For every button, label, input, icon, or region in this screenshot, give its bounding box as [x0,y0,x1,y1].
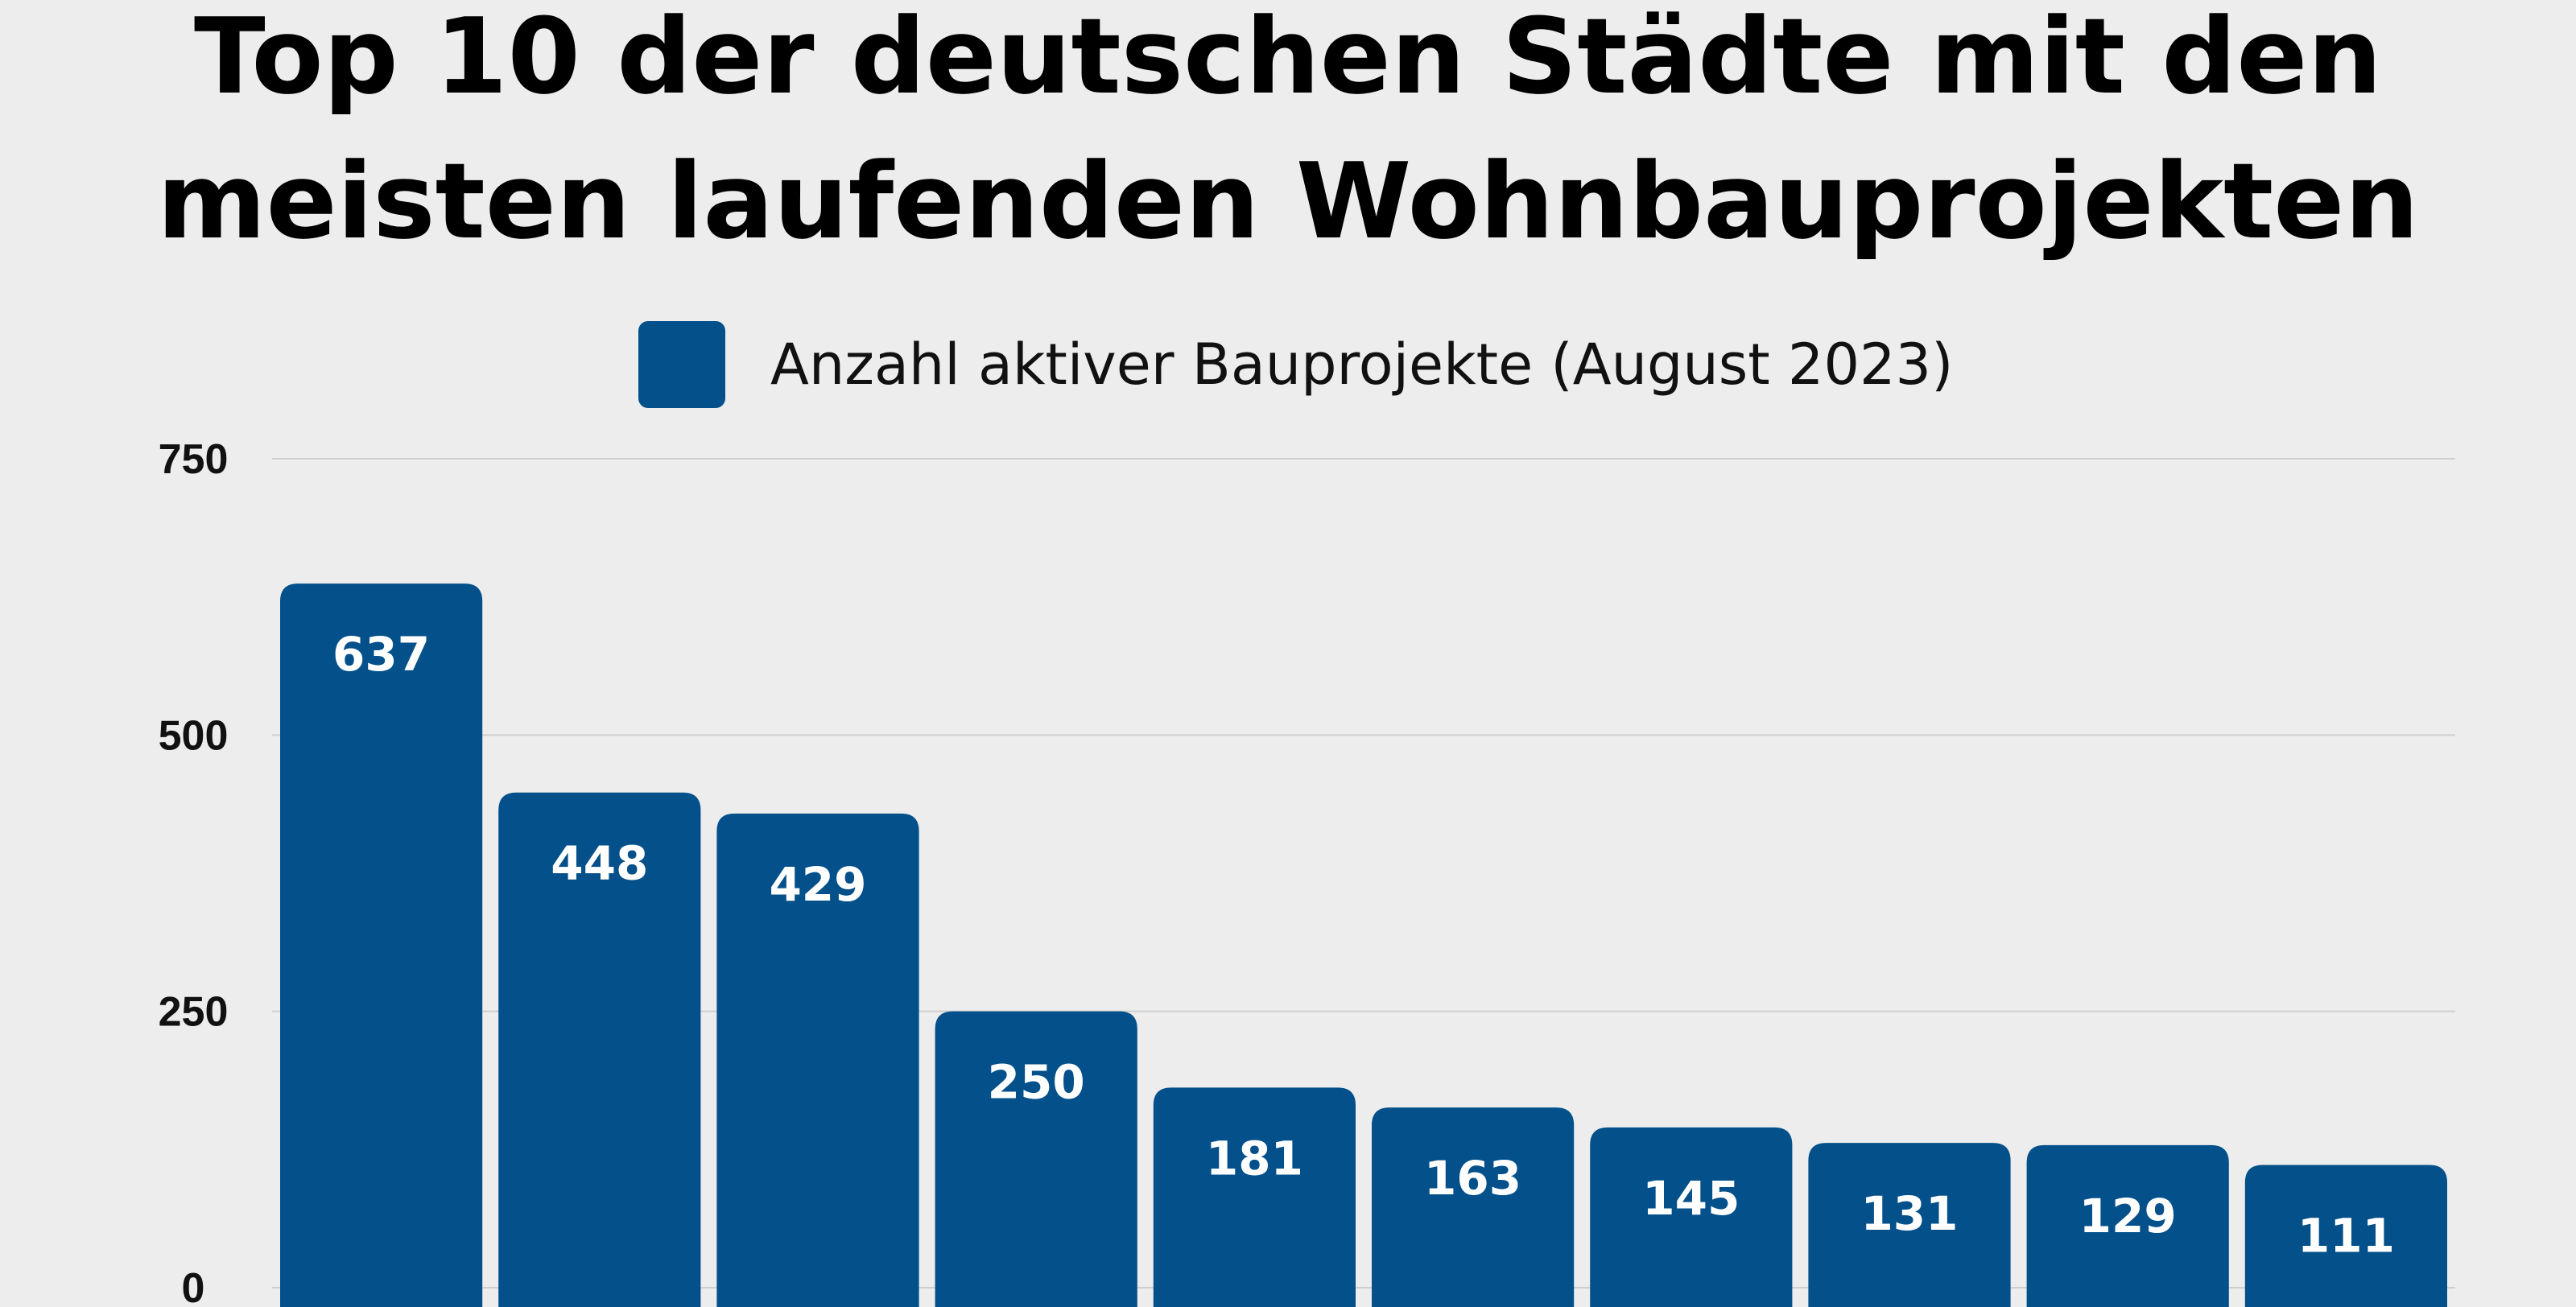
bar [716,813,919,1307]
bar-value-label: 131 [1860,1186,1958,1241]
bar [1808,1143,2011,1307]
chart-legend: Anzahl aktiver Bauprojekte (August 2023) [638,320,1953,409]
bar [1590,1127,1793,1307]
y-tick-label: 500 [159,712,229,759]
bar-value-label: 111 [2297,1209,2395,1264]
legend-label: Anzahl aktiver Bauprojekte (August 2023) [770,332,1954,398]
chart-title-line-2: meisten laufenden Wohnbauprojekten [157,140,2419,262]
chart-title-line-1: Top 10 der deutschen Städte mit den [193,0,2382,118]
y-tick-label: 750 [159,436,229,483]
bar-value-label: 250 [988,1055,1085,1110]
bar [280,583,483,1307]
y-tick-label: 0 [182,1265,205,1307]
bar-value-label: 163 [1424,1151,1521,1206]
bar [498,792,701,1307]
chart-title: Top 10 der deutschen Städte mit den meis… [0,0,2576,274]
bar [1153,1087,1356,1307]
bar [2244,1165,2447,1307]
bar-value-label: 129 [2079,1189,2177,1243]
bar-value-label: 429 [769,857,866,912]
bar-value-label: 145 [1642,1171,1740,1226]
bar [1372,1107,1575,1307]
bar-value-label: 448 [551,836,648,891]
legend-swatch [638,321,725,408]
bar-value-label: 181 [1206,1131,1303,1185]
y-tick-label: 250 [159,989,229,1036]
bar [935,1011,1137,1307]
bar [2026,1144,2229,1307]
bar-value-label: 637 [332,627,430,682]
